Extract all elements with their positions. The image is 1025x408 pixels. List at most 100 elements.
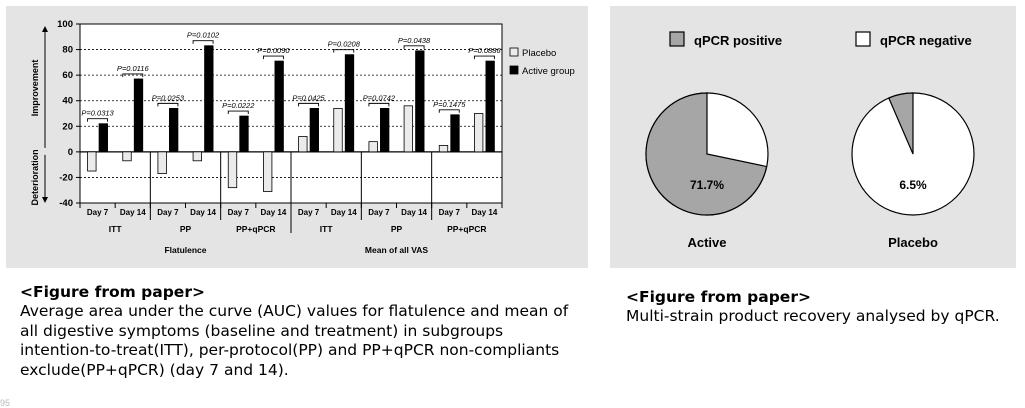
y-tick-label: 60 — [62, 70, 73, 81]
bar-active — [239, 115, 249, 153]
caption-left-heading: <Figure from paper> — [20, 283, 205, 301]
pie-slice-positive — [887, 92, 914, 155]
legend-label: Active group — [522, 66, 575, 77]
x-tick-label: Day 14 — [261, 208, 287, 217]
pvalue-label: P=0.0102 — [187, 31, 220, 40]
pie-legend-label: qPCR positive — [694, 33, 782, 48]
x-tick-label: Day 7 — [228, 208, 250, 217]
pvalue-bracket — [262, 55, 284, 60]
bar-placebo — [298, 136, 308, 153]
subgroup-label: PP+qPCR — [447, 224, 486, 234]
group-label: Flatulence — [164, 245, 206, 255]
pvalue-label: P=0.0313 — [81, 109, 114, 118]
pie-chart-panel: qPCR positive qPCR negative 71.7% Active 6.5… — [610, 6, 1016, 268]
legend-swatch — [509, 65, 519, 75]
y-tick-label: 100 — [57, 19, 73, 30]
caption-right-heading: <Figure from paper> — [626, 288, 811, 306]
pvalue-label: P=0.0886 — [468, 46, 501, 55]
pvalue-label: P=0.0253 — [152, 93, 185, 102]
bar-active — [309, 107, 319, 153]
pie-value-label: 6.5% — [899, 178, 927, 192]
pvalue-bracket — [368, 102, 390, 107]
subgroup-label: PP+qPCR — [236, 224, 275, 234]
caption-right-body: Multi-strain product recovery analysed b… — [626, 307, 1000, 325]
pie-name-label: Active — [687, 235, 726, 250]
x-tick-label: Day 14 — [190, 208, 216, 217]
arrow-head-down — [42, 197, 48, 203]
pvalue-bracket — [333, 49, 355, 53]
y-label-deterioration: Deterioration — [30, 149, 40, 205]
x-tick-label: Day 14 — [331, 208, 357, 217]
x-tick-label: Day 14 — [120, 208, 146, 217]
pvalue-bracket — [298, 102, 320, 107]
pvalue-label: P=0.0116 — [117, 64, 150, 73]
bar-placebo — [87, 151, 97, 172]
caption-left-body: Average area under the curve (AUC) value… — [20, 302, 569, 379]
bar-placebo — [474, 113, 484, 153]
pvalue-label: P=0.1475 — [433, 100, 466, 109]
bar-placebo — [263, 151, 273, 192]
subgroup-label: ITT — [109, 224, 123, 234]
bar-placebo — [403, 105, 413, 153]
pvalue-bracket — [87, 118, 109, 122]
bar-placebo — [122, 151, 132, 162]
bar-active — [169, 107, 179, 153]
y-tick-label: 40 — [62, 96, 73, 107]
bar-active — [485, 60, 495, 153]
pie-charts: qPCR positive qPCR negative 71.7% Active 6.5… — [645, 31, 975, 250]
bar-chart: 100 80 60 40 20 0 -20 -40 P=0.0313 Day 7 P=0.0116 D… — [30, 19, 575, 255]
pvalue-label: P=0.0425 — [292, 93, 325, 102]
x-tick-label: Day 7 — [87, 208, 109, 217]
caption-right: <Figure from paper> Multi-strain product… — [626, 288, 1006, 327]
bar-active — [204, 45, 214, 153]
bar-active — [133, 78, 144, 153]
pvalue-bracket — [227, 110, 249, 115]
pvalue-label: P=0.0208 — [328, 40, 361, 49]
bar-placebo — [227, 151, 238, 189]
pie-name-label: Placebo — [888, 235, 938, 250]
x-tick-label: Day 7 — [298, 208, 320, 217]
bar-placebo — [368, 141, 378, 153]
pvalue-bracket — [122, 73, 144, 77]
bar-active — [450, 114, 460, 153]
y-label-improvement: Improvement — [30, 60, 40, 117]
bar-active — [415, 50, 425, 153]
bar-placebo — [157, 151, 167, 174]
subgroup-label: PP — [180, 224, 192, 234]
bar-active — [98, 123, 108, 153]
x-tick-label: Day 14 — [401, 208, 427, 217]
arrow-head-up — [42, 26, 48, 32]
page-number: 95 — [0, 398, 11, 408]
bar-placebo — [333, 107, 343, 153]
y-tick-label: -40 — [59, 198, 73, 209]
x-tick-label: Day 7 — [157, 208, 179, 217]
pie-legend-swatch — [855, 31, 871, 47]
pvalue-label: P=0.0742 — [363, 93, 396, 102]
bar-placebo — [438, 145, 449, 153]
y-tick-label: 0 — [68, 147, 73, 158]
subgroup-label: PP — [391, 224, 403, 234]
pie-slice-positive — [645, 92, 768, 216]
bar-placebo — [192, 151, 202, 162]
x-tick-label: Day 7 — [368, 208, 390, 217]
legend-swatch — [509, 47, 519, 57]
pvalue-bracket — [403, 45, 425, 49]
pvalue-label: P=0.0222 — [222, 101, 255, 110]
pie-legend-label: qPCR negative — [880, 33, 972, 48]
y-tick-label: 80 — [62, 45, 73, 56]
x-tick-label: Day 7 — [439, 208, 461, 217]
pvalue-label: P=0.0090 — [257, 46, 290, 55]
bar-active — [344, 54, 355, 153]
bar-active — [274, 60, 284, 153]
group-label: Mean of all VAS — [365, 245, 428, 255]
subgroup-label: ITT — [320, 224, 334, 234]
pie-legend-swatch — [669, 31, 685, 47]
pvalue-bracket — [473, 55, 495, 60]
bar-active — [380, 107, 390, 153]
pie-value-label: 71.7% — [690, 178, 724, 192]
pvalue-bracket — [192, 40, 214, 44]
legend-label: Placebo — [522, 48, 556, 59]
pvalue-bracket — [157, 102, 179, 107]
pvalue-bracket — [438, 109, 460, 113]
bar-chart-panel: 100 80 60 40 20 0 -20 -40 P=0.0313 Day 7 P=0.0116 D… — [6, 6, 588, 268]
